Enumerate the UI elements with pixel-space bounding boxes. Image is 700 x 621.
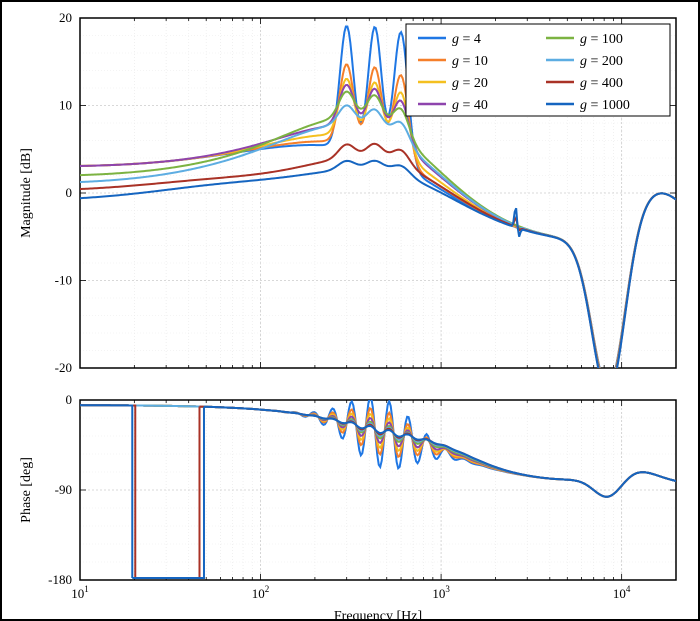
y-tick-label: 20 (59, 10, 72, 25)
y-tick-label: 0 (66, 392, 73, 407)
x-tick-label: 103 (432, 584, 450, 601)
x-tick-label: 101 (71, 584, 89, 601)
plot-group: -180 -90 0 Phase [deg] 101 102 103 104 Frequency… (19, 392, 676, 621)
legend-item: g = 400 (580, 76, 623, 91)
legend-item: g = 1000 (580, 98, 630, 113)
y-tick-label: -10 (55, 273, 72, 288)
y-axis-label: Magnitude [dB] (19, 148, 34, 238)
x-tick-label: 104 (613, 584, 631, 601)
y-tick-label: -90 (55, 482, 72, 497)
legend-item: g = 4 (452, 32, 481, 47)
legend-item: g = 20 (452, 76, 488, 91)
y-axis-label: Phase [deg] (19, 457, 34, 523)
x-axis-label: Frequency [Hz] (334, 609, 422, 621)
y-tick-label: 0 (66, 185, 73, 200)
legend-item: g = 10 (452, 54, 488, 69)
legend: g = 4 g = 10 g = 20 g = 40 g = 100 g = 200 g =… (406, 24, 670, 116)
x-tick-label: 102 (252, 584, 270, 601)
y-tick-label: 10 (59, 98, 72, 113)
legend-item: g = 200 (580, 54, 623, 69)
legend-item: g = 100 (580, 32, 623, 47)
y-tick-label: -20 (55, 360, 72, 375)
legend-item: g = 40 (452, 98, 488, 113)
bode-plot-svg: -20 -10 0 10 20 Magnitude [dB] -180 -90 0 Phase [… (0, 0, 700, 621)
y-tick-label: -180 (48, 572, 72, 587)
chart-container: -20 -10 0 10 20 Magnitude [dB] -180 -90 0 Phase [… (0, 0, 700, 621)
